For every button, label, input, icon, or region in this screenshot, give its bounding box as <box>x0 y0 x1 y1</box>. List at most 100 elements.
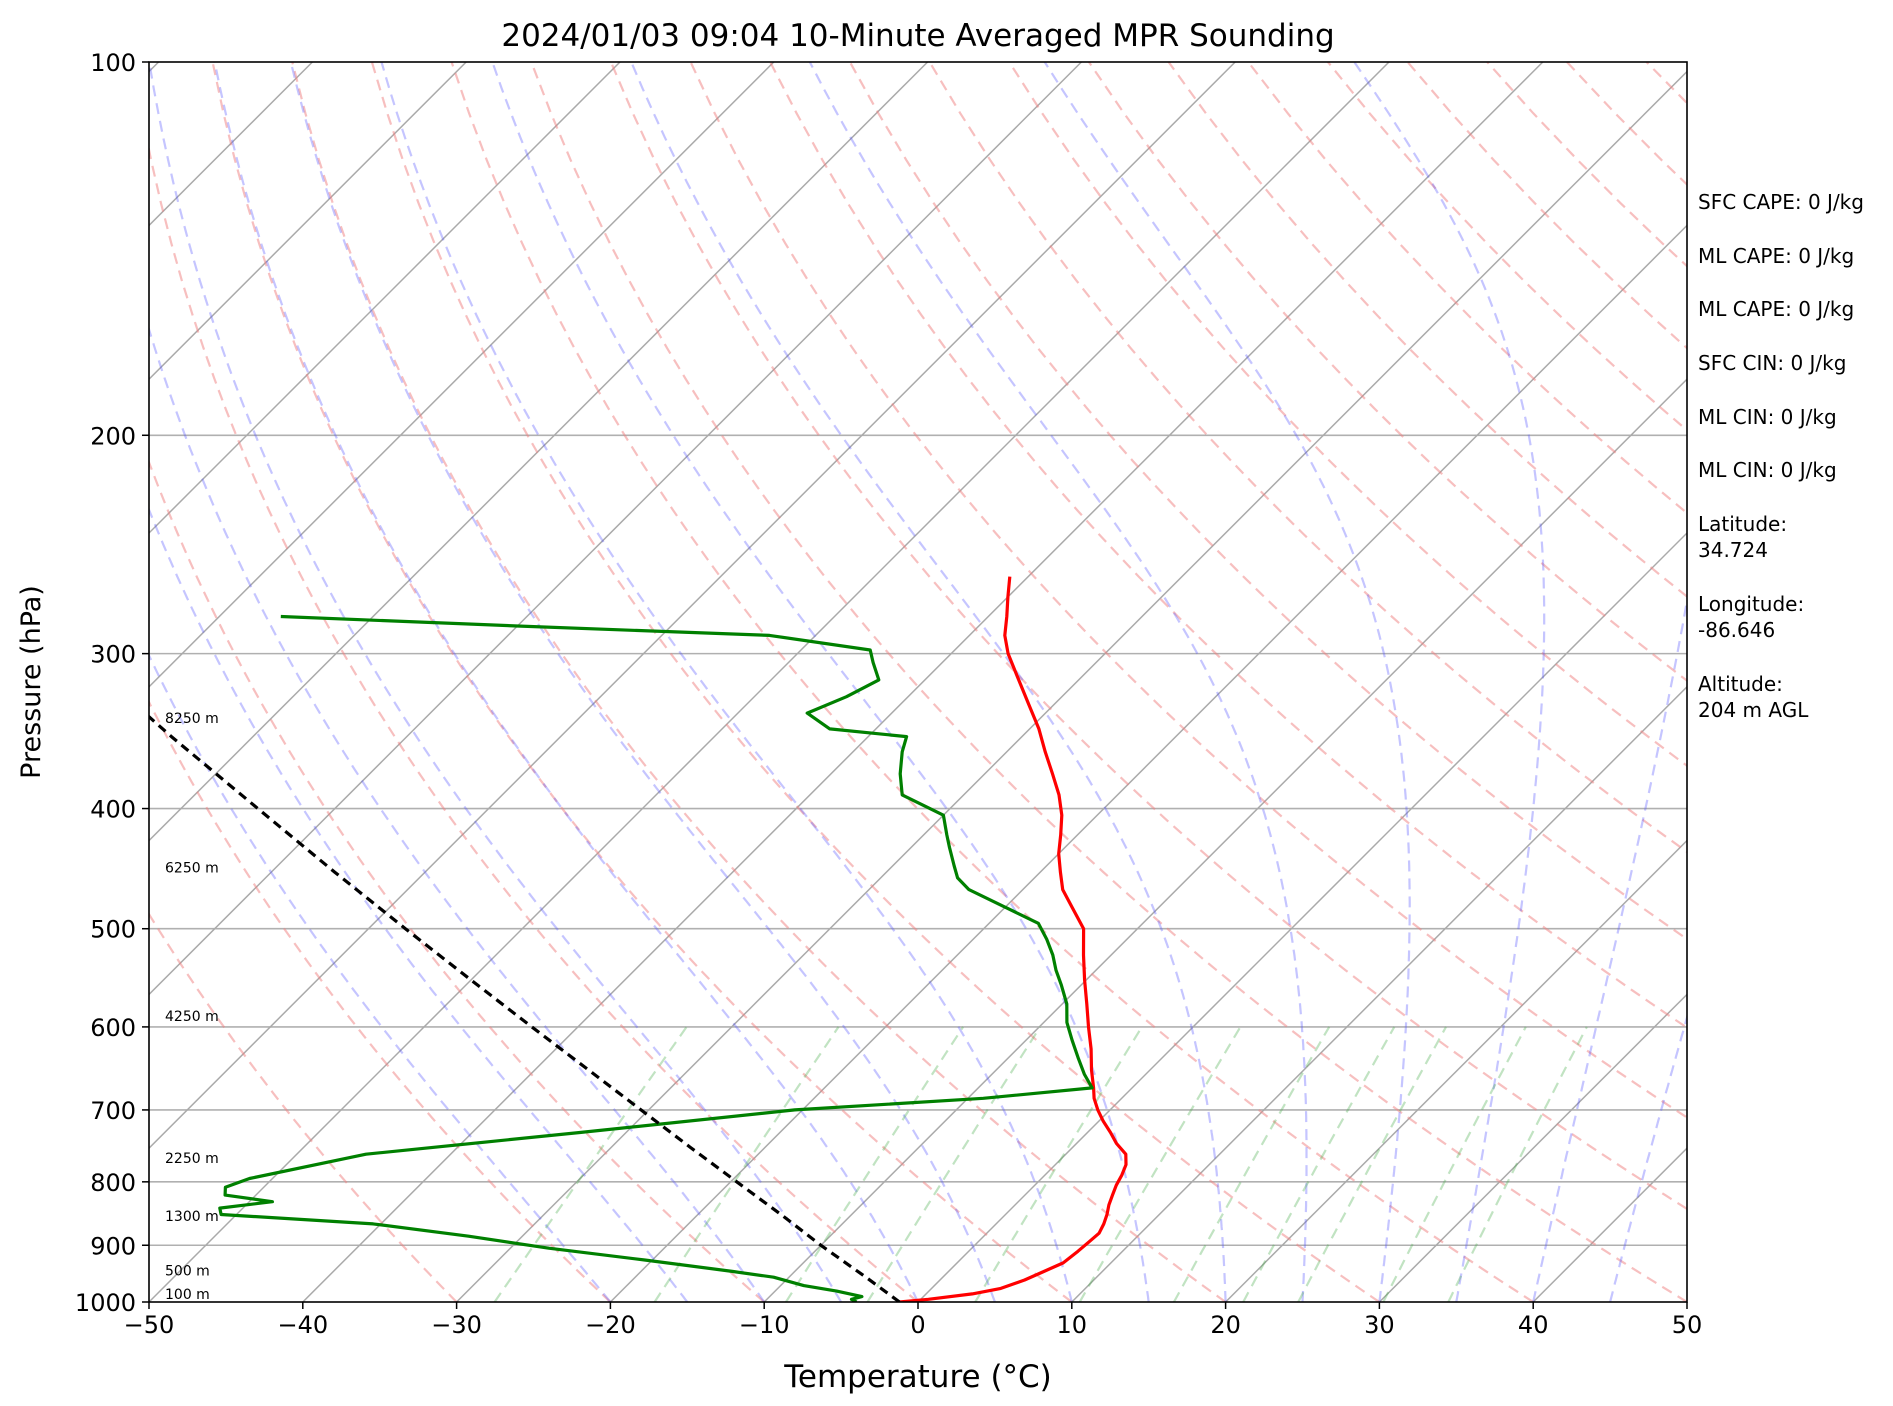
isotherm-line <box>763 378 1687 1302</box>
y-tick-label: 900 <box>90 1232 136 1260</box>
isotherm-line <box>917 531 1687 1302</box>
isotherm-line <box>149 62 467 381</box>
x-tick-label: 40 <box>1518 1311 1549 1339</box>
moist-adiabat-line <box>149 652 612 1302</box>
dry-adiabat-line <box>211 62 1073 1302</box>
isotherm-line <box>149 62 621 535</box>
isotherm-line <box>1071 685 1687 1302</box>
altitude-value: 204 m AGL <box>1698 698 1809 722</box>
latitude-value: 34.724 <box>1698 538 1768 562</box>
height-label: 2250 m <box>165 1151 219 1167</box>
height-label: 6250 m <box>165 861 219 877</box>
x-tick-label: −20 <box>585 1311 636 1339</box>
mixing-ratio-line <box>653 1026 840 1302</box>
y-tick-label: 700 <box>90 1097 136 1125</box>
dry-adiabat-line <box>848 62 1687 941</box>
x-tick-label: −50 <box>124 1311 175 1339</box>
dry-adiabat-line <box>149 459 765 1302</box>
moist-adiabat-line <box>213 62 919 1302</box>
y-axis-label: Pressure (hPa) <box>16 585 47 779</box>
moist-adiabat-line <box>149 325 766 1302</box>
moist-adiabat-line <box>149 506 689 1302</box>
temperature-profile-line <box>899 576 1128 1302</box>
sfc-cape-text: SFC CAPE: 0 J/kg <box>1698 190 1864 214</box>
dry-adiabat-line <box>530 62 1687 1302</box>
isotherm-line <box>149 62 1082 996</box>
chart-title: 2024/01/03 09:04 10-Minute Averaged MPR … <box>501 18 1334 54</box>
dry-adiabat-line <box>291 62 1227 1302</box>
ml-cin-text-2: ML CIN: 0 J/kg <box>1698 458 1837 482</box>
dry-adiabat-line <box>149 699 612 1302</box>
ml-cape-text: ML CAPE: 0 J/kg <box>1698 244 1855 268</box>
mixing-ratio-line <box>1172 1026 1331 1302</box>
height-label: 8250 m <box>165 711 219 727</box>
mixing-ratio-line <box>974 1026 1143 1302</box>
y-tick-label: 300 <box>90 641 136 669</box>
moist-adiabat-line <box>1532 594 1687 1302</box>
mixing-ratio-line <box>1447 1026 1588 1302</box>
isotherm-line <box>149 62 775 688</box>
isotherm-line <box>149 62 1390 1302</box>
x-tick-label: −30 <box>431 1311 482 1339</box>
x-tick-label: 0 <box>910 1311 925 1339</box>
dry-adiabat-line <box>450 62 1534 1302</box>
dry-adiabat-line <box>769 62 1687 1029</box>
moist-adiabat-line <box>289 62 996 1302</box>
moist-adiabat-line <box>808 62 1308 1302</box>
isotherm-line <box>609 224 1687 1302</box>
isotherm-line <box>0 62 5 1302</box>
isotherm-line <box>456 70 1687 1302</box>
x-tick-label: 50 <box>1672 1311 1703 1339</box>
y-tick-label: 100 <box>90 49 136 77</box>
latitude-label: Latitude: <box>1698 512 1788 536</box>
dry-adiabat-line <box>609 62 1687 1211</box>
moist-adiabat-line <box>380 62 1073 1302</box>
mixing-ratio-line <box>1078 1026 1242 1302</box>
height-label: 1300 m <box>165 1209 219 1225</box>
longitude-label: Longitude: <box>1698 592 1805 616</box>
y-tick-label: 1000 <box>75 1289 136 1317</box>
dry-adiabat-line <box>149 144 919 1302</box>
y-tick-label: 800 <box>90 1169 136 1197</box>
x-tick-label: 30 <box>1364 1311 1395 1339</box>
mixing-ratio-line <box>866 1026 1042 1302</box>
dry-adiabat-line <box>689 62 1687 1119</box>
moist-adiabat-line <box>1353 62 1546 1302</box>
dry-adiabat-line <box>1087 62 1687 683</box>
x-tick-label: −40 <box>277 1311 328 1339</box>
x-tick-label: −10 <box>739 1311 790 1339</box>
moist-adiabat-line <box>149 62 843 1302</box>
x-tick-label: 20 <box>1210 1311 1241 1339</box>
ml-cin-text: ML CIN: 0 J/kg <box>1698 405 1837 429</box>
moist-adiabat-line <box>630 62 1227 1302</box>
isotherm-line <box>149 62 1236 1150</box>
x-tick-label: 10 <box>1057 1311 1088 1339</box>
ml-cape-text-2: ML CAPE: 0 J/kg <box>1698 297 1855 321</box>
longitude-value: -86.646 <box>1698 618 1776 642</box>
height-label: 100 m <box>165 1287 210 1303</box>
mixing-ratio-line <box>785 1026 965 1302</box>
y-tick-label: 200 <box>90 422 136 450</box>
isotherm-line <box>1225 839 1687 1302</box>
dewpoint-profile-line <box>218 614 1094 1302</box>
parcel-profile-line <box>149 714 901 1302</box>
height-label: 4250 m <box>165 1009 219 1025</box>
mixing-ratio-line <box>493 1026 688 1302</box>
height-label: 500 m <box>165 1263 210 1279</box>
sfc-cin-text: SFC CIN: 0 J/kg <box>1698 351 1847 375</box>
y-tick-label: 500 <box>90 916 136 944</box>
y-tick-label: 400 <box>90 796 136 824</box>
mixing-ratio-line <box>1242 1026 1396 1302</box>
isotherm-line <box>149 62 929 842</box>
isotherm-line <box>1378 993 1687 1302</box>
y-tick-label: 600 <box>90 1014 136 1042</box>
mixing-ratio-line <box>1382 1026 1527 1302</box>
isotherm-line <box>302 62 1544 1302</box>
moist-adiabat-line <box>1609 1013 1687 1302</box>
dry-adiabat-line <box>370 62 1381 1302</box>
x-axis-label: Temperature (°C) <box>783 1359 1052 1395</box>
dry-adiabat-line <box>928 62 1687 854</box>
mixing-ratio-line <box>1297 1026 1447 1302</box>
altitude-label: Altitude: <box>1698 672 1783 696</box>
